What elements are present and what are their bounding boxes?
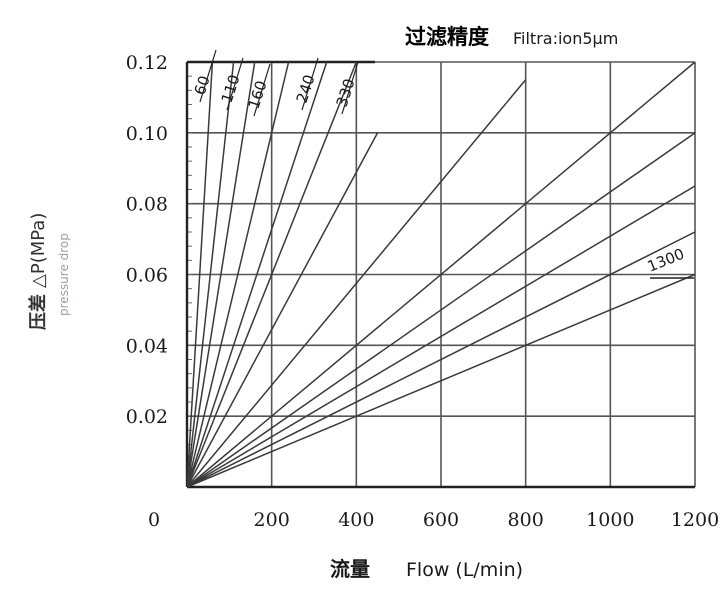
y-axis-label: 压差 △P(MPa)	[27, 213, 49, 330]
series-label-mark-110	[226, 57, 244, 111]
series-line-60	[186, 61, 214, 488]
chart-title-cn: 过滤精度	[405, 25, 489, 49]
x-tick-label: 200	[254, 509, 290, 531]
y-axis-ticks: 0.02 0.04 0.06 0.08 0.10 0.12	[126, 52, 168, 428]
y-tick-label: 0.12	[126, 52, 168, 74]
y-axis-sublabel: pressure drop	[57, 233, 71, 316]
x-axis-ticks: 200 400 600 800 1000 1200	[254, 509, 720, 531]
x-tick-label: 800	[508, 509, 544, 531]
series-label-160: 160	[245, 78, 271, 111]
x-origin-label: 0	[148, 509, 160, 531]
y-tick-label: 0.06	[126, 265, 168, 287]
series-label-110: 110	[218, 72, 244, 105]
y-axis-label-cn: 压差	[27, 294, 49, 330]
series-line-330	[186, 61, 328, 488]
y-tick-label: 0.08	[126, 194, 168, 216]
series-label-mark-240	[301, 57, 319, 111]
series-line-unlabeled-5	[186, 61, 358, 488]
series-line-unlabeled-10	[186, 185, 696, 488]
series-line-240	[186, 61, 290, 488]
y-tick-label: 0.02	[126, 406, 168, 428]
series-line-1300	[186, 273, 696, 488]
series-line-unlabeled-8	[186, 61, 696, 488]
y-axis-label-en: △P(MPa)	[28, 213, 49, 288]
y-tick-label: 0.10	[126, 123, 168, 145]
series-label-60: 60	[191, 74, 214, 98]
series-line-unlabeled-7	[186, 79, 527, 488]
series-label-mark-330	[341, 61, 359, 115]
x-tick-label: 600	[423, 509, 459, 531]
series-lines	[186, 61, 696, 488]
series-line-110	[186, 61, 235, 488]
series-line-unlabeled-9	[186, 132, 696, 488]
x-axis-label-cn: 流量	[330, 557, 370, 581]
series-line-unlabeled-11	[186, 231, 696, 488]
series-label-330: 330	[333, 76, 359, 109]
y-axis-sublabel-text: pressure drop	[57, 233, 71, 316]
x-tick-label: 400	[338, 509, 374, 531]
series-label-1300: 1300	[645, 245, 687, 276]
x-tick-label: 1000	[586, 509, 634, 531]
chart-title-en: Filtra:ion5μm	[513, 29, 618, 48]
series-line-160	[186, 61, 256, 488]
x-tick-label: 1200	[671, 509, 719, 531]
y-tick-label: 0.04	[126, 335, 168, 357]
x-axis-label-en: Flow (L/min)	[406, 559, 523, 581]
series-line-unlabeled-6	[186, 132, 379, 488]
series-label-mark-160	[253, 63, 271, 117]
series-label-mark-60	[199, 49, 217, 103]
